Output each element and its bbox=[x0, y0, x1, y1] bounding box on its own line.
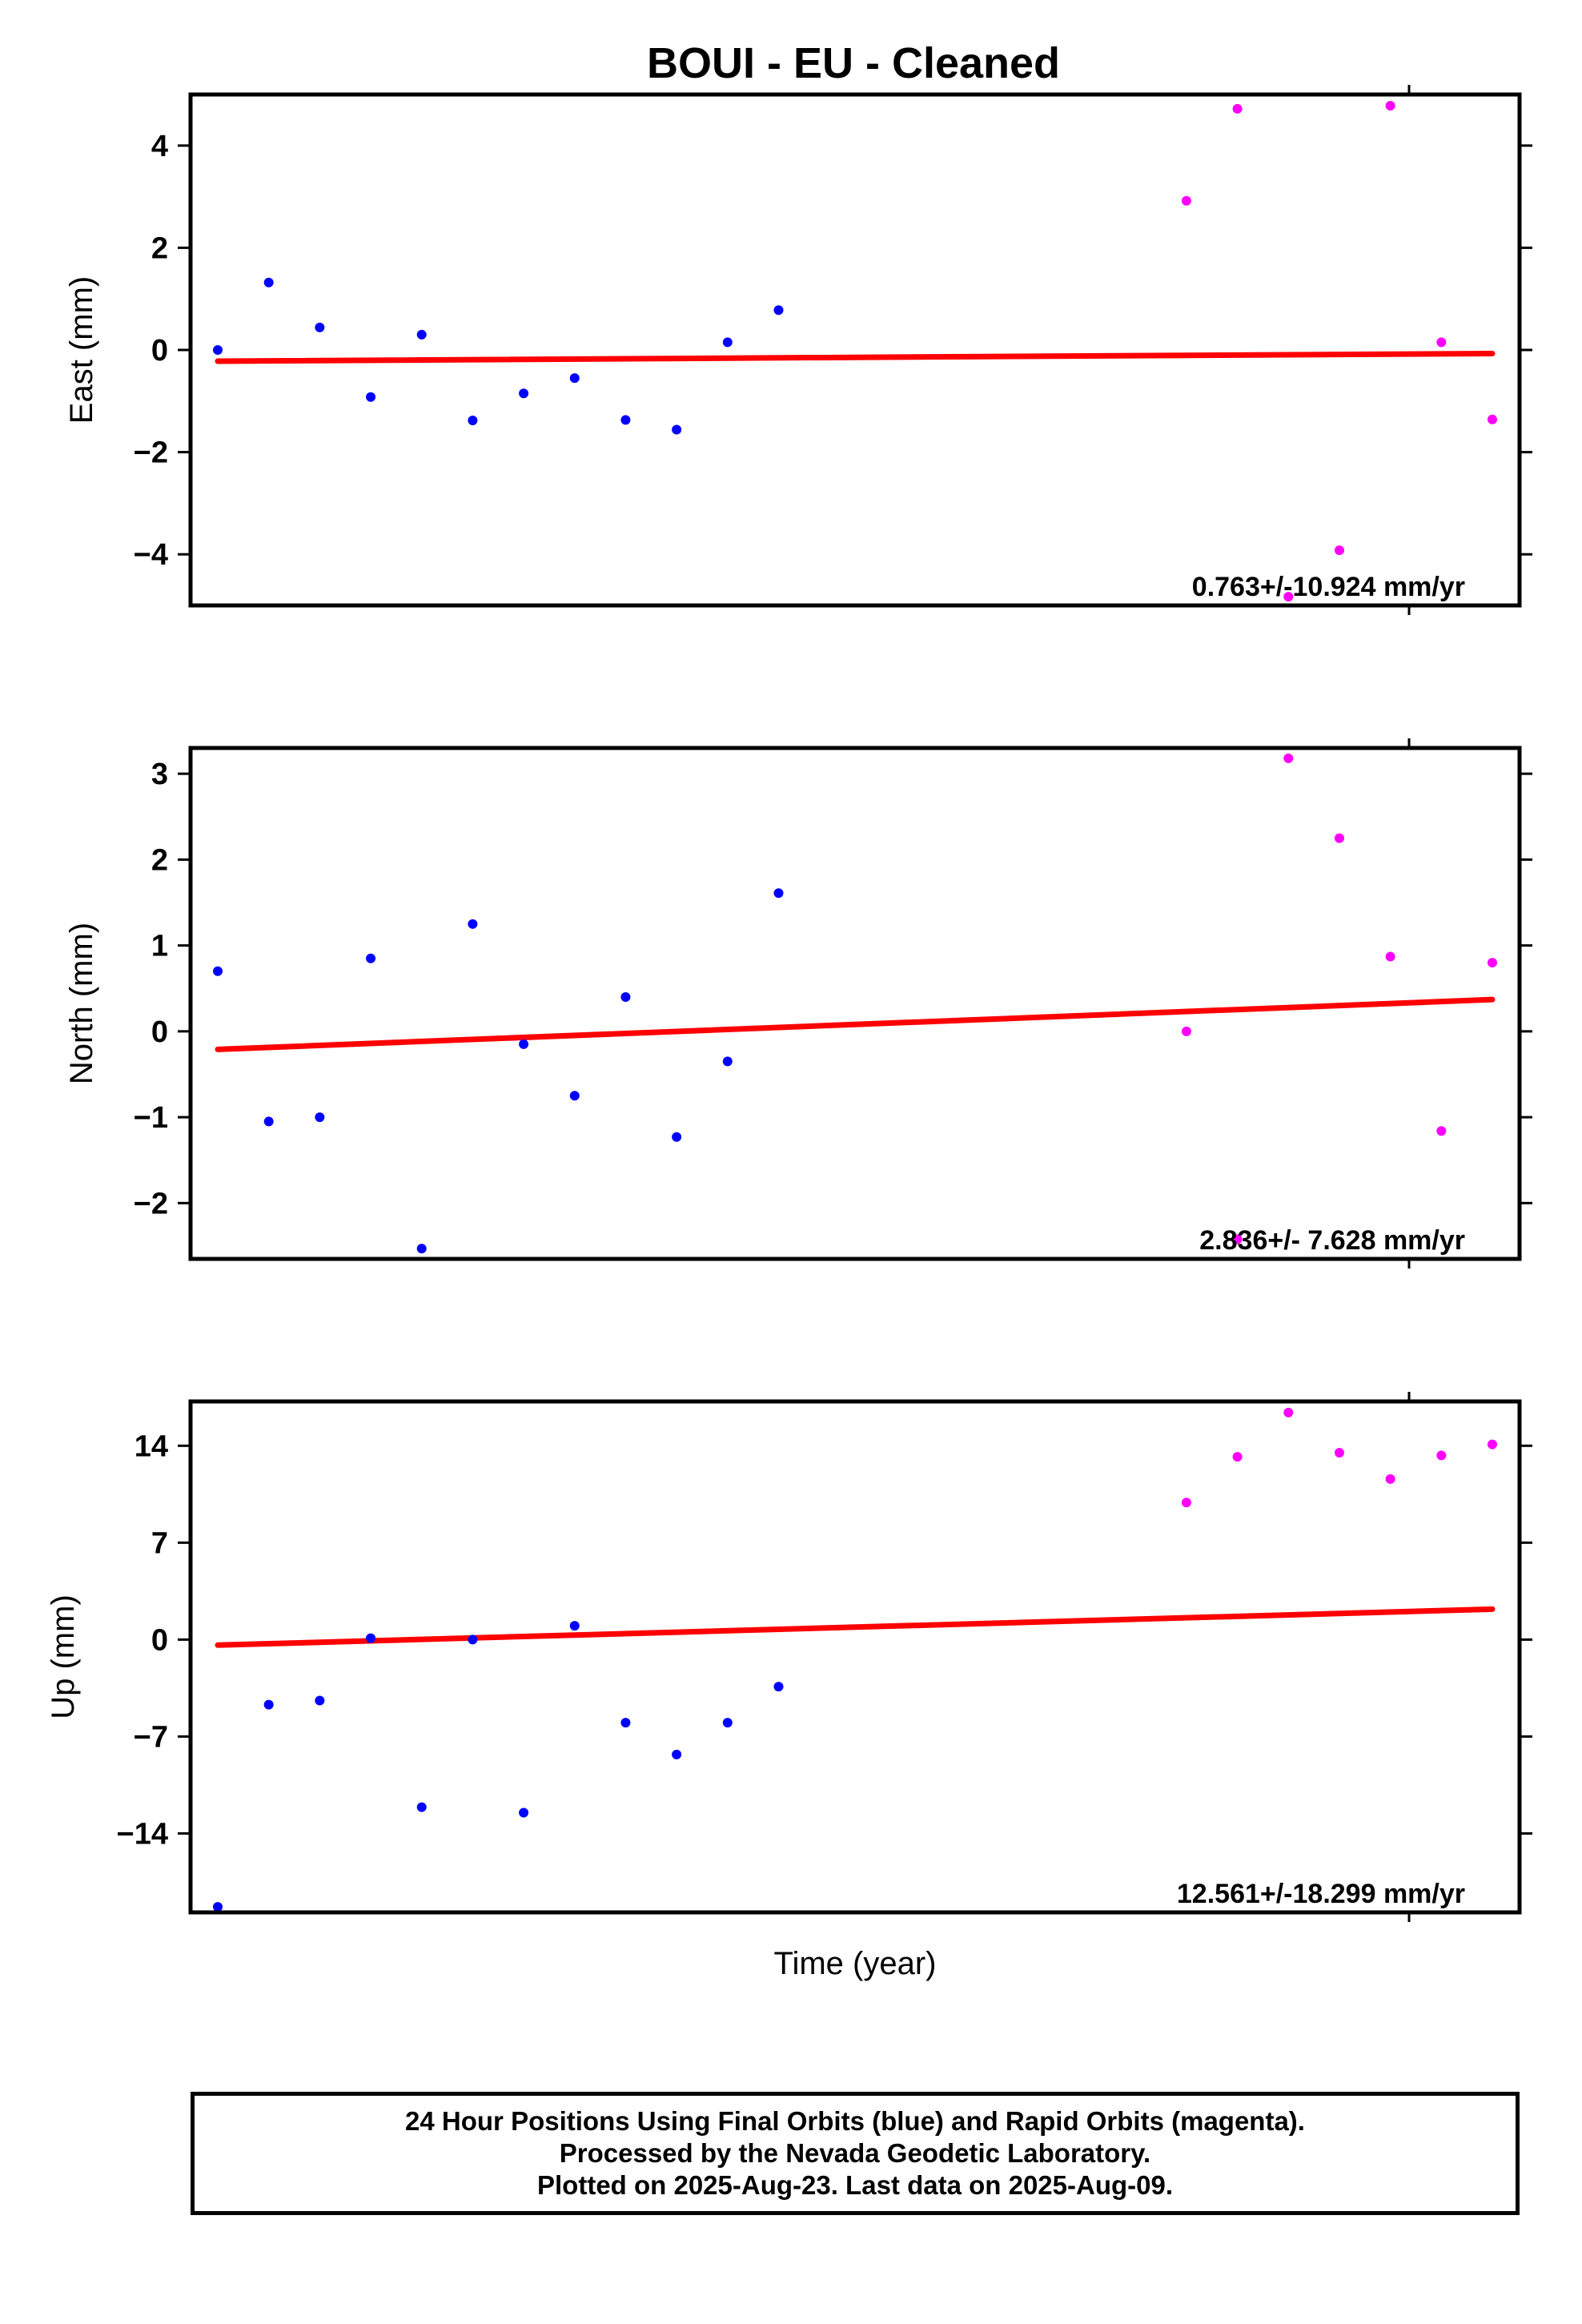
panel-1: 4 2 0 −2 −4 East (mm) 0.763+/-10.924 mm/yr bbox=[64, 85, 1532, 615]
final-orbit-point bbox=[620, 1718, 631, 1728]
y-axis-label: East (mm) bbox=[64, 276, 99, 424]
y-tick-label: 0 bbox=[151, 1623, 168, 1657]
rapid-orbit-point bbox=[1334, 545, 1344, 556]
final-orbit-point bbox=[315, 1695, 325, 1706]
rapid-orbit-point bbox=[1283, 592, 1294, 602]
trend-line bbox=[215, 1606, 1496, 1648]
rapid-orbit-point bbox=[1283, 1407, 1294, 1417]
final-orbit-point bbox=[519, 388, 529, 399]
final-orbit-point bbox=[672, 424, 682, 435]
final-orbit-point bbox=[263, 1699, 274, 1710]
y-tick-label: −14 bbox=[117, 1817, 168, 1851]
final-orbit-point bbox=[263, 277, 274, 287]
final-orbit-point bbox=[416, 1802, 427, 1812]
panel-3: 14 7 0 −7 −14 Up (mm) 12.561+/-18.299 mm/yr bbox=[46, 1392, 1532, 1922]
final-orbit-point bbox=[569, 1621, 580, 1631]
y-tick-label: −2 bbox=[134, 436, 168, 470]
final-orbit-point bbox=[620, 415, 631, 425]
rapid-orbit-point bbox=[1488, 414, 1497, 424]
rapid-orbit-point bbox=[1436, 1126, 1447, 1136]
y-tick-label: 2 bbox=[151, 843, 168, 877]
final-orbit-point bbox=[468, 1634, 478, 1645]
footer-box: 24 Hour Positions Using Final Orbits (bl… bbox=[191, 2092, 1520, 2215]
final-orbit-point bbox=[773, 305, 784, 316]
final-orbit-point bbox=[366, 953, 376, 963]
panel-2: 3 2 1 0 −1 −2 North (mm) 2.836+/- 7.628 mm/yr bbox=[64, 738, 1532, 1269]
final-orbit-point bbox=[416, 1244, 427, 1254]
y-tick-label: −2 bbox=[134, 1187, 168, 1220]
y-tick-label: 3 bbox=[151, 758, 168, 791]
final-orbit-point bbox=[315, 322, 325, 332]
final-orbit-point bbox=[569, 1091, 580, 1101]
final-orbit-point bbox=[620, 991, 631, 1002]
y-axis-label: North (mm) bbox=[64, 923, 99, 1084]
final-orbit-point bbox=[722, 337, 733, 348]
rapid-orbit-point bbox=[1232, 1452, 1243, 1462]
x-axis-label: Time (year) bbox=[774, 1946, 937, 1981]
footer-line-3: Plotted on 2025-Aug-23. Last data on 202… bbox=[537, 2170, 1173, 2200]
y-tick-label: −1 bbox=[134, 1101, 168, 1135]
rapid-orbit-point bbox=[1181, 195, 1191, 206]
rapid-orbit-point bbox=[1385, 1474, 1395, 1484]
footer-line-1: 24 Hour Positions Using Final Orbits (bl… bbox=[405, 2106, 1305, 2136]
chart-title: BOUI - EU - Cleaned bbox=[647, 39, 1060, 87]
panels: 4 2 0 −2 −4 East (mm) 0.763+/-10.924 mm/yr 3 2 1 0… bbox=[46, 85, 1532, 1922]
plot-frame bbox=[188, 746, 1522, 1261]
y-tick-label: 4 bbox=[151, 130, 168, 163]
y-axis-label: Up (mm) bbox=[46, 1594, 81, 1719]
rapid-orbit-point bbox=[1283, 753, 1294, 763]
final-orbit-point bbox=[569, 373, 580, 384]
final-orbit-point bbox=[366, 1633, 376, 1643]
rapid-orbit-point bbox=[1334, 833, 1344, 843]
final-orbit-point bbox=[672, 1132, 682, 1142]
y-tick-label: 2 bbox=[151, 231, 168, 265]
y-tick-label: 1 bbox=[151, 930, 168, 963]
final-orbit-point bbox=[416, 329, 427, 340]
plot-frame bbox=[188, 92, 1522, 608]
final-orbit-point bbox=[468, 416, 478, 426]
y-tick-label: 7 bbox=[151, 1526, 168, 1560]
final-orbit-point bbox=[722, 1718, 733, 1728]
final-orbit-point bbox=[213, 1902, 223, 1912]
final-orbit-point bbox=[213, 345, 223, 355]
rate-label: 2.836+/- 7.628 mm/yr bbox=[1199, 1225, 1465, 1256]
final-orbit-point bbox=[366, 392, 376, 402]
rate-label: 12.561+/-18.299 mm/yr bbox=[1177, 1879, 1465, 1909]
rapid-orbit-point bbox=[1334, 1447, 1344, 1458]
footer-line-2: Processed by the Nevada Geodetic Laborat… bbox=[559, 2138, 1151, 2168]
final-orbit-point bbox=[672, 1749, 682, 1759]
final-orbit-point bbox=[468, 919, 478, 929]
trend-line bbox=[215, 350, 1496, 364]
rapid-orbit-point bbox=[1385, 101, 1395, 111]
final-orbit-point bbox=[773, 888, 784, 899]
y-tick-label: 14 bbox=[135, 1429, 168, 1463]
rapid-orbit-point bbox=[1385, 951, 1395, 962]
final-orbit-point bbox=[213, 966, 223, 976]
rapid-orbit-point bbox=[1436, 1450, 1447, 1461]
y-tick-label: −7 bbox=[134, 1720, 168, 1754]
rapid-orbit-point bbox=[1181, 1498, 1191, 1508]
final-orbit-point bbox=[519, 1807, 529, 1818]
plot-frame bbox=[188, 1399, 1522, 1915]
final-orbit-point bbox=[263, 1116, 274, 1127]
final-orbit-point bbox=[773, 1682, 784, 1692]
rapid-orbit-point bbox=[1232, 1234, 1243, 1244]
final-orbit-point bbox=[315, 1112, 325, 1123]
y-tick-label: 0 bbox=[151, 334, 168, 368]
rapid-orbit-point bbox=[1488, 958, 1497, 968]
final-orbit-point bbox=[722, 1056, 733, 1067]
rapid-orbit-point bbox=[1436, 337, 1447, 348]
rapid-orbit-point bbox=[1488, 1439, 1497, 1449]
y-tick-label: 0 bbox=[151, 1015, 168, 1049]
trend-line bbox=[215, 996, 1496, 1052]
final-orbit-point bbox=[519, 1039, 529, 1049]
rapid-orbit-point bbox=[1181, 1026, 1191, 1036]
rapid-orbit-point bbox=[1232, 103, 1243, 114]
y-tick-label: −4 bbox=[134, 538, 168, 572]
rate-label: 0.763+/-10.924 mm/yr bbox=[1192, 572, 1465, 602]
